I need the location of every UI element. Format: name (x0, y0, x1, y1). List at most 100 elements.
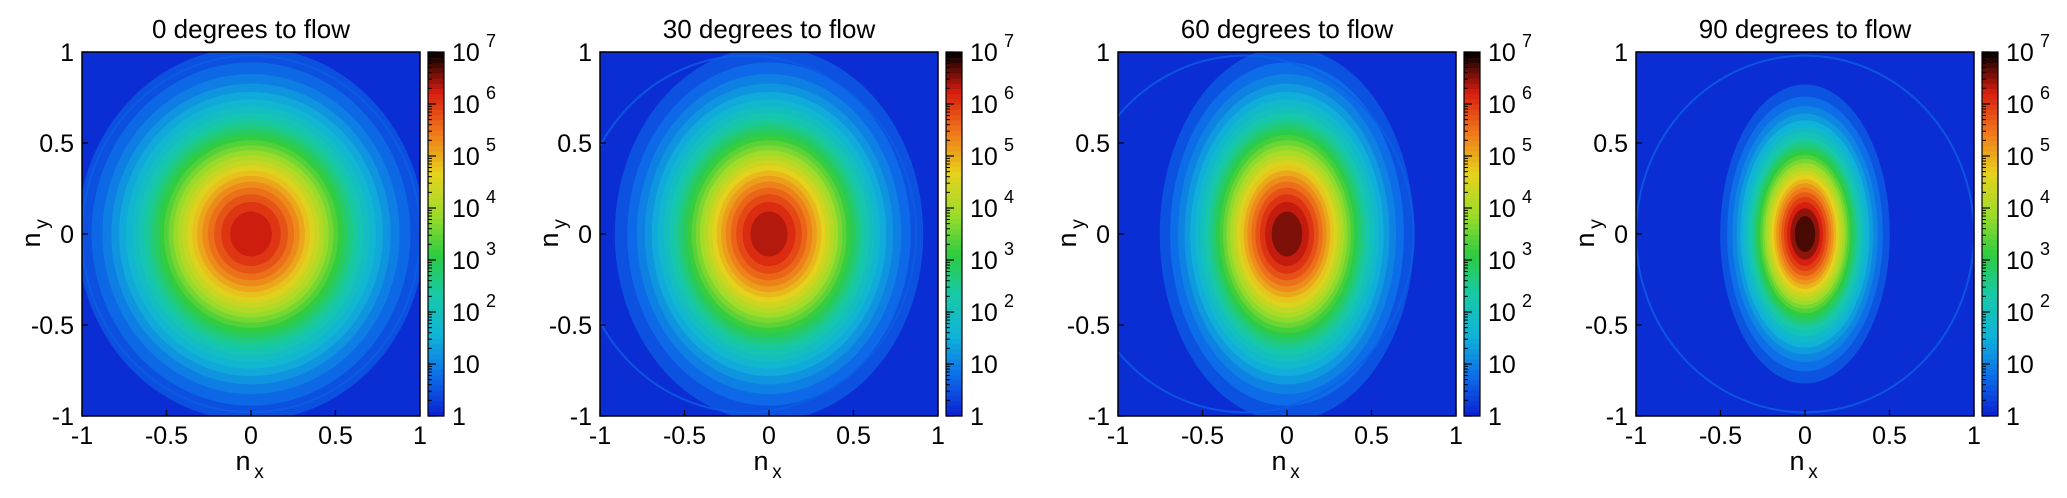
colorbar-segment (1982, 171, 1998, 178)
colorbar-tick-exponent: 4 (486, 187, 496, 207)
colorbar-segment (946, 135, 962, 141)
colorbar-segment (428, 280, 444, 287)
colorbar-segment (946, 130, 962, 136)
y-tick-label: -1 (570, 403, 592, 431)
colorbar-segment (1982, 124, 1998, 131)
colorbar-tick-exponent: 4 (2040, 187, 2050, 207)
colorbar-segment (428, 254, 444, 261)
colorbar-segment (1982, 384, 1998, 391)
colorbar-segment (1982, 343, 1998, 349)
colorbar-segment (428, 109, 444, 115)
colorbar-segment (946, 145, 962, 152)
y-tick-label: -1 (1088, 403, 1110, 431)
colorbar-segment (428, 400, 444, 407)
colorbar-segment (1464, 358, 1480, 365)
colorbar-segment (946, 223, 962, 230)
colorbar-segment (1464, 119, 1480, 126)
colorbar-segment (1464, 374, 1480, 381)
colorbar-segment (946, 239, 962, 245)
colorbar-segment (946, 400, 962, 407)
colorbar-segment (428, 249, 444, 256)
colorbar-segment (428, 291, 444, 297)
heatmap-level (230, 211, 272, 257)
colorbar-segment (1982, 202, 1998, 209)
colorbar-segment (1464, 338, 1480, 344)
x-axis-label-subscript: x (254, 462, 264, 483)
colorbar-segment (1982, 166, 1998, 173)
colorbar-tick-label: 10 (1488, 143, 1516, 171)
colorbar-segment (946, 150, 962, 157)
colorbar-segment (1982, 405, 1998, 412)
colorbar-segment (946, 249, 962, 256)
colorbar-tick-label: 10 (970, 247, 998, 275)
colorbar-segment (428, 410, 444, 417)
colorbar-segment (1464, 156, 1480, 162)
colorbar-segment (1464, 301, 1480, 308)
colorbar-segment (1982, 374, 1998, 381)
colorbar-segment (1982, 265, 1998, 271)
colorbar-segment (1464, 348, 1480, 355)
colorbar-segment (1982, 93, 1998, 100)
colorbar-segment (428, 322, 444, 329)
y-axis-label: n (1570, 232, 1600, 247)
y-tick-label: 0 (578, 221, 592, 249)
x-tick-label: 0 (1280, 422, 1294, 450)
colorbar-tick-label: 10 (452, 91, 480, 119)
colorbar-segment (946, 395, 962, 401)
colorbar-segment (428, 338, 444, 344)
y-tick-label: 0.5 (1075, 130, 1110, 158)
x-tick-label: 1 (413, 422, 427, 450)
colorbar-segment (428, 317, 444, 323)
colorbar-segment (1982, 62, 1998, 69)
colorbar-segment (428, 228, 444, 235)
colorbar-tick-exponent: 3 (486, 239, 496, 259)
colorbar-segment (946, 286, 962, 292)
colorbar-tick-label: 10 (970, 195, 998, 223)
colorbar-segment (946, 405, 962, 412)
colorbar-segment (1982, 104, 1998, 110)
colorbar-tick-exponent: 6 (1004, 83, 1014, 103)
colorbar-segment (1464, 197, 1480, 204)
colorbar-segment (946, 109, 962, 115)
colorbar-segment (1982, 234, 1998, 240)
x-axis-label-subscript: x (772, 462, 782, 483)
colorbar-segment (1464, 280, 1480, 287)
y-tick-label: 0 (60, 221, 74, 249)
y-tick-label: 1 (1096, 39, 1110, 67)
colorbar-tick-label: 10 (970, 351, 998, 379)
colorbar-segment (1982, 78, 1998, 84)
colorbar-segment (946, 327, 962, 334)
colorbar-segment (1464, 228, 1480, 235)
colorbar-tick-label: 10 (2006, 143, 2034, 171)
x-tick-label: 0 (762, 422, 776, 450)
y-tick-label: -1 (52, 403, 74, 431)
colorbar-segment (428, 119, 444, 126)
x-tick-label: 1 (1449, 422, 1463, 450)
colorbar-segment (1982, 197, 1998, 204)
colorbar-segment (946, 218, 962, 225)
colorbar-segment (946, 317, 962, 323)
colorbar-segment (428, 364, 444, 370)
y-tick-label: 0 (1614, 221, 1628, 249)
colorbar-segment (1982, 192, 1998, 199)
heatmap-level (750, 211, 788, 257)
chart-title: 60 degrees to flow (1181, 14, 1394, 44)
colorbar-tick-exponent: 5 (1522, 135, 1532, 155)
colorbar-segment (946, 338, 962, 344)
colorbar-tick-exponent: 6 (486, 83, 496, 103)
y-axis-label-subscript: y (1586, 219, 1607, 229)
heatmap (1636, 52, 1974, 416)
colorbar-segment (1464, 140, 1480, 147)
y-tick-label: -0.5 (31, 312, 74, 340)
colorbar-segment (1982, 52, 1998, 58)
x-axis-label: n (1271, 446, 1286, 476)
colorbar-segment (428, 150, 444, 157)
colorbar-segment (946, 93, 962, 100)
heatmap (600, 52, 938, 416)
colorbar-tick-exponent: 5 (2040, 135, 2050, 155)
y-tick-label: 0.5 (1593, 130, 1628, 158)
colorbar-tick-label: 10 (2006, 195, 2034, 223)
colorbar-segment (428, 332, 444, 339)
colorbar-segment (946, 312, 962, 318)
colorbar-segment (946, 119, 962, 126)
